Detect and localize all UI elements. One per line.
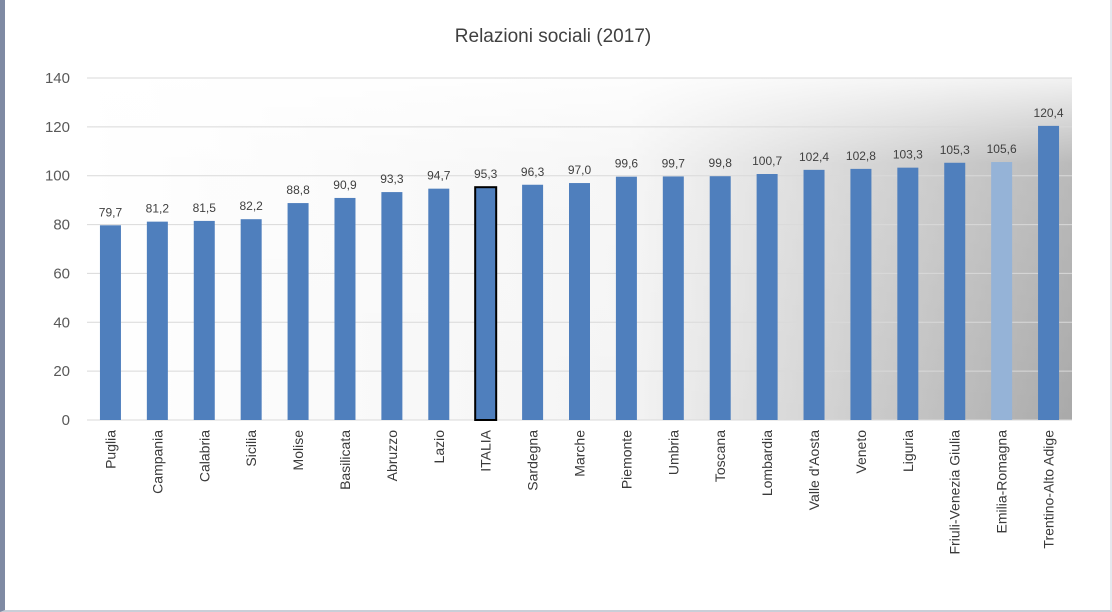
data-label: 96,3: [521, 165, 545, 179]
x-tick-label: ITALIA: [478, 429, 494, 471]
data-label: 81,2: [146, 202, 170, 216]
x-tick-label: Veneto: [853, 430, 869, 474]
bar: [381, 192, 403, 420]
x-tick-label: Abruzzo: [384, 430, 400, 482]
data-label: 95,3: [474, 167, 498, 181]
bar: [991, 162, 1013, 420]
data-label: 94,7: [427, 169, 451, 183]
bar: [522, 184, 544, 420]
data-label: 103,3: [893, 148, 923, 162]
x-tick-label: Umbria: [665, 430, 681, 475]
chart-title: Relazioni sociali (2017): [455, 26, 651, 47]
y-tick-label: 100: [45, 168, 70, 185]
data-label: 99,6: [615, 157, 639, 171]
x-tick-label: Valle d'Aosta: [806, 430, 822, 510]
x-tick-label: Campania: [149, 430, 165, 494]
data-label: 120,4: [1034, 106, 1064, 120]
data-label: 82,2: [239, 199, 263, 213]
x-tick-label: Basilicata: [337, 430, 353, 490]
bar: [428, 188, 450, 420]
bar: [850, 168, 872, 420]
bar: [897, 167, 919, 420]
data-label: 102,8: [846, 149, 876, 163]
data-label: 105,3: [940, 143, 970, 157]
x-axis: Puglia Campania Calabria Sicilia Molise Basil…: [102, 429, 1056, 554]
data-label: 88,8: [286, 183, 310, 197]
y-tick-label: 140: [45, 70, 70, 87]
bar: [334, 197, 356, 420]
bar: [240, 219, 262, 420]
y-tick-label: 60: [53, 265, 70, 282]
bar: [803, 169, 825, 420]
bar: [756, 174, 778, 420]
data-label: 105,6: [987, 142, 1017, 156]
bar: [193, 220, 215, 420]
x-tick-label: Friuli-Venezia Giulia: [947, 430, 963, 555]
data-label: 90,9: [333, 178, 357, 192]
bar: [287, 203, 309, 420]
x-tick-label: Sicilia: [243, 430, 259, 467]
data-label: 99,8: [709, 156, 733, 170]
bar: [1038, 125, 1060, 420]
bar: [146, 221, 168, 420]
data-label: 81,5: [193, 201, 217, 215]
x-tick-label: Molise: [290, 430, 306, 471]
x-tick-label: Piemonte: [618, 430, 634, 489]
bar: [709, 176, 731, 420]
y-tick-label: 20: [53, 363, 70, 380]
x-tick-label: Lazio: [431, 430, 447, 464]
bar: [615, 176, 637, 420]
x-tick-label: Calabria: [196, 430, 212, 482]
bars: [99, 125, 1060, 421]
y-tick-label: 80: [53, 217, 70, 234]
x-tick-label: Marche: [572, 430, 588, 477]
bar: [662, 176, 684, 420]
bar: [99, 225, 121, 420]
data-label: 93,3: [380, 172, 404, 186]
x-tick-label: Puglia: [102, 430, 118, 469]
data-label: 79,7: [99, 205, 123, 219]
y-tick-label: 40: [53, 314, 70, 331]
bar-chart: 0 20 40 60 80 100 120 140 79,7 81,2 81,5 82,2 88,8 9…: [45, 26, 1072, 555]
y-axis: 0 20 40 60 80 100 120 140: [45, 70, 70, 429]
data-label: 100,7: [752, 154, 782, 168]
bar: [474, 186, 498, 421]
data-label: 97,0: [568, 163, 592, 177]
x-tick-label: Lombardia: [759, 430, 775, 496]
x-tick-label: Sardegna: [525, 430, 541, 491]
bar: [569, 183, 590, 420]
x-tick-label: Emilia-Romagna: [994, 430, 1010, 534]
x-tick-label: Liguria: [900, 430, 916, 472]
data-label: 99,7: [662, 156, 686, 170]
x-tick-label: Toscana: [712, 430, 728, 482]
y-tick-label: 120: [45, 119, 70, 136]
bar: [944, 162, 966, 420]
data-label: 102,4: [799, 150, 829, 164]
y-tick-label: 0: [62, 412, 70, 429]
data-labels: 79,7 81,2 81,5 82,2 88,8 90,9 93,3 94,7 95,3 96,3…: [99, 106, 1064, 219]
x-tick-label: Trentino-Alto Adige: [1041, 430, 1057, 549]
